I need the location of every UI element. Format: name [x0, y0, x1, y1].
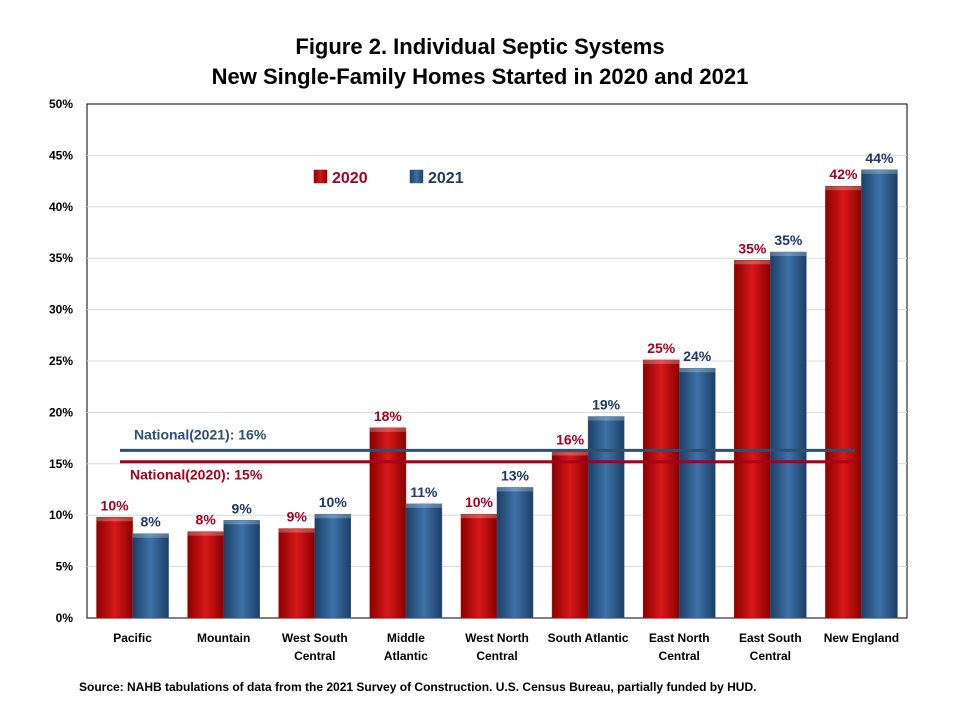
bar-bevel: [187, 531, 224, 536]
data-label-2020-0: 10%: [101, 497, 130, 513]
x-category-label: Pacific: [113, 631, 152, 645]
bar-2021-2: [314, 513, 352, 619]
legend-label-2021: 2021: [428, 170, 464, 187]
data-label-2021-0: 8%: [140, 514, 161, 530]
x-category-label: South Atlantic: [548, 631, 629, 645]
data-label-2020-6: 25%: [647, 340, 676, 356]
legend-label-2020: 2020: [332, 170, 368, 187]
bar-2021-6: [678, 367, 716, 619]
bar-2021-3: [405, 503, 443, 619]
x-category-label: Mountain: [197, 631, 250, 645]
bar-bevel: [278, 528, 315, 533]
bar-2020-1: [187, 531, 224, 619]
y-tick-label: 5%: [56, 560, 74, 574]
data-label-2021-5: 19%: [592, 397, 621, 413]
bar-2020-2: [278, 528, 316, 619]
chart-subtitle: New Single-Family Homes Started in 2020 …: [211, 64, 749, 89]
y-axis-ticks: 0% 5% 10% 15% 20% 25% 30% 35% 40% 45% 50%: [49, 97, 73, 625]
x-category-label: East South Central: [739, 631, 802, 663]
x-category-label: New England: [824, 631, 899, 645]
y-tick-label: 25%: [49, 354, 73, 368]
reference-lines: National(2021): 16% National(2020): 15%: [120, 426, 855, 483]
data-label-2021-7: 35%: [774, 232, 803, 248]
data-label-2021-3: 11%: [410, 484, 438, 500]
x-category-label: West South Central: [282, 631, 348, 663]
reference-line-label-0: National(2021): 16%: [134, 426, 267, 442]
bar-2021-4: [496, 487, 534, 619]
data-label-2020-1: 8%: [196, 512, 217, 528]
bar-2020-5: [551, 451, 589, 619]
x-category-label: East North Central: [649, 631, 710, 663]
chart-title-line1: Figure 2. Individual Septic Systems: [295, 34, 665, 59]
data-label-2020-3: 18%: [374, 408, 403, 424]
y-tick-label: 20%: [49, 405, 73, 419]
x-category-label: Middle Atlantic: [384, 631, 428, 663]
bar-2021-1: [223, 520, 260, 619]
bar-2020-6: [642, 359, 680, 619]
bar-bevel: [223, 520, 260, 525]
y-tick-label: 30%: [49, 303, 73, 317]
bar-2021-7: [770, 251, 807, 619]
bar-bevel: [643, 359, 680, 364]
data-label-2021-1: 9%: [232, 500, 253, 516]
legend: 2020 2021: [313, 169, 464, 187]
bar-2020-0: [96, 517, 133, 619]
chart-title: Figure 2. Individual Septic Systems New …: [0, 32, 960, 92]
bar-2020-8: [825, 185, 862, 619]
bar-bevel: [734, 260, 771, 265]
data-label-2021-4: 13%: [501, 467, 530, 483]
data-label-2020-5: 16%: [556, 431, 585, 447]
bar-bevel: [497, 487, 533, 492]
bar-2020-7: [734, 260, 771, 619]
bar-2021-0: [132, 533, 169, 619]
y-tick-label: 15%: [49, 457, 73, 471]
bar-bevel: [770, 252, 807, 257]
bar-bevel: [552, 451, 589, 456]
y-tick-label: 0%: [56, 611, 74, 625]
bar-2021-5: [587, 416, 625, 619]
data-label-2021-2: 10%: [319, 494, 348, 510]
data-labels: 10% 8% 8% 9% 9% 10% 18% 11% 10% 13% 16% 19% 25% 24% 35…: [101, 150, 894, 530]
bar-2021-8: [861, 169, 898, 619]
bar-bevel: [588, 416, 625, 421]
data-label-2021-8: 44%: [865, 150, 894, 166]
bar-bevel: [461, 514, 497, 519]
source-note: Source: NAHB tabulations of data from th…: [79, 680, 757, 694]
bar-bevel: [369, 427, 406, 432]
bar-bevel: [132, 533, 169, 538]
bar-2020-3: [369, 427, 407, 619]
bar-bevel: [314, 514, 351, 519]
data-label-2020-4: 10%: [465, 494, 494, 510]
y-tick-label: 35%: [49, 251, 73, 265]
bar-bevel: [96, 517, 133, 522]
data-label-2020-7: 35%: [738, 240, 767, 256]
legend-swatch-2021: [409, 169, 424, 184]
x-category-label: West North Central: [465, 631, 529, 663]
reference-line-label-1: National(2020): 15%: [130, 467, 263, 483]
data-label-2020-8: 42%: [829, 166, 858, 182]
bar-bevel: [861, 169, 898, 174]
data-label-2020-2: 9%: [287, 509, 308, 525]
data-label-2021-6: 24%: [683, 348, 712, 364]
y-tick-label: 40%: [49, 200, 73, 214]
bar-2020-4: [460, 513, 498, 619]
bars: [96, 169, 898, 619]
bar-bevel: [825, 186, 862, 191]
x-axis-categories: Pacific Mountain West South Central Middle At…: [113, 631, 899, 663]
y-tick-label: 10%: [49, 508, 73, 522]
y-tick-label: 50%: [49, 97, 73, 111]
y-tick-label: 45%: [49, 148, 73, 162]
bar-bevel: [679, 368, 716, 373]
legend-swatch-2020: [313, 169, 328, 184]
bar-bevel: [405, 503, 442, 508]
